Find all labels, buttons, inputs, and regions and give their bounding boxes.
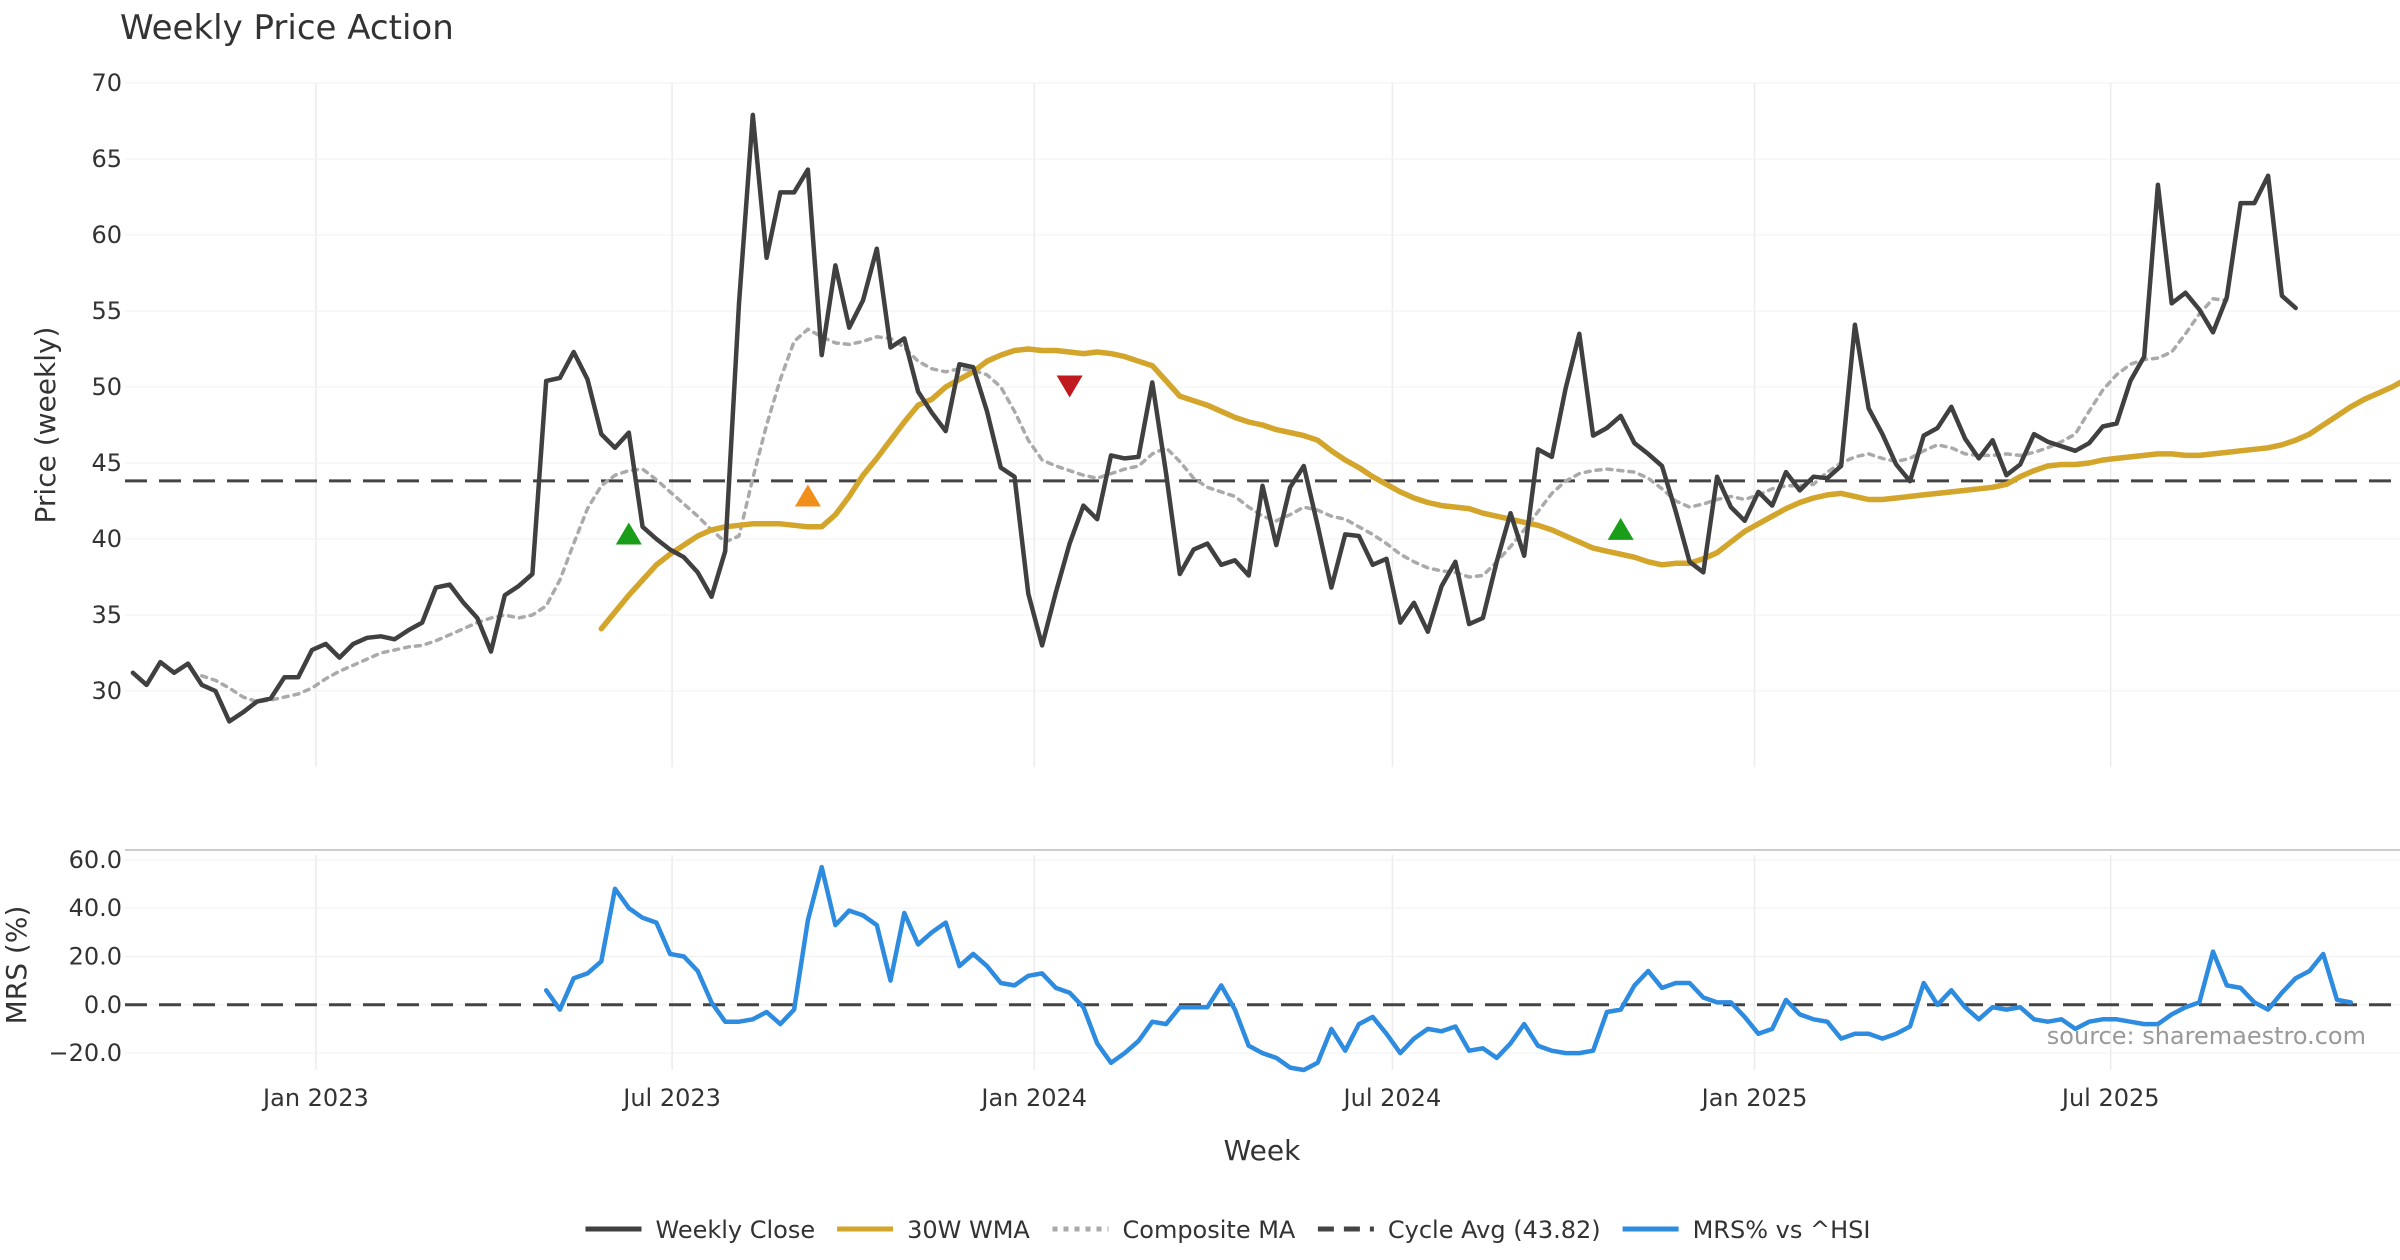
chart-title: Weekly Price Action — [120, 8, 454, 48]
signal-marker-down — [1056, 375, 1083, 398]
source-annotation: source: sharemaestro.com — [2047, 1022, 2366, 1050]
y-tick-label: 45 — [91, 449, 122, 477]
y-tick-label: 70 — [91, 69, 122, 97]
legend-label: 30W WMA — [907, 1216, 1030, 1244]
mrs-y-tick-label: 40.0 — [69, 894, 122, 922]
x-tick-label: Jan 2023 — [261, 1084, 369, 1112]
x-tick-label: Jan 2024 — [979, 1084, 1087, 1112]
legend-item: Weekly Close — [585, 1216, 816, 1244]
y-tick-label: 30 — [91, 677, 122, 705]
main-y-axis-label: Price (weekly) — [29, 327, 62, 524]
signal-marker-up — [1607, 517, 1634, 540]
mrs-y-tick-label: 20.0 — [69, 942, 122, 970]
y-tick-label: 60 — [91, 221, 122, 249]
mrs-y-ticks: −20.0 0.0 20.0 40.0 60.0 — [48, 846, 122, 1067]
legend-label: MRS% vs ^HSI — [1693, 1216, 1871, 1244]
x-ticks: Jan 2023 Jul 2023 Jan 2024 Jul 2024 Jan 2025… — [261, 1084, 2159, 1112]
y-tick-label: 65 — [91, 145, 122, 173]
x-tick-label: Jul 2023 — [621, 1084, 721, 1112]
mrs-series — [125, 864, 2400, 1073]
series-weekly-close — [130, 112, 2298, 724]
legend-item: MRS% vs ^HSI — [1622, 1216, 1871, 1244]
main-series — [125, 112, 2400, 724]
y-tick-label: 50 — [91, 373, 122, 401]
legend-item: Composite MA — [1052, 1216, 1296, 1244]
y-tick-label: 40 — [91, 525, 122, 553]
legend-item: 30W WMA — [837, 1216, 1030, 1244]
x-axis-label: Week — [1224, 1134, 1301, 1167]
legend-label: Weekly Close — [656, 1216, 816, 1244]
legend: Weekly Close 30W WMA Composite MA Cycle Avg… — [585, 1216, 1871, 1244]
series-mrs-vs-hsi — [543, 864, 2354, 1073]
x-tick-label: Jul 2025 — [2060, 1084, 2160, 1112]
series-composite-ma — [200, 297, 2229, 704]
legend-label: Composite MA — [1123, 1216, 1296, 1244]
signal-markers — [615, 375, 1634, 545]
series-30w-wma — [598, 346, 2400, 632]
mrs-y-axis-label: MRS (%) — [0, 906, 33, 1025]
mrs-y-tick-label: −20.0 — [48, 1039, 122, 1067]
signal-marker-up — [794, 484, 821, 507]
legend-item: Cycle Avg (43.82) — [1317, 1216, 1601, 1244]
mrs-y-tick-label: 0.0 — [84, 991, 122, 1019]
x-tick-label: Jul 2024 — [1342, 1084, 1442, 1112]
y-tick-label: 55 — [91, 297, 122, 325]
main-y-ticks: 30 35 40 45 50 55 60 65 70 — [91, 69, 122, 705]
legend-label: Cycle Avg (43.82) — [1388, 1216, 1601, 1244]
signal-marker-up — [615, 522, 642, 545]
x-tick-label: Jan 2025 — [1700, 1084, 1808, 1112]
y-tick-label: 35 — [91, 601, 122, 629]
mrs-y-tick-label: 60.0 — [69, 846, 122, 874]
